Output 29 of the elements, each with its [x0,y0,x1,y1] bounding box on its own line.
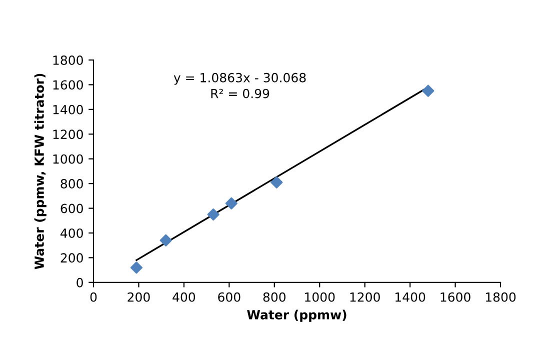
x-tick-label: 800 [263,292,286,302]
point [130,262,143,274]
point [225,197,238,210]
y-tick-label: 400 [60,228,83,238]
annotation: y = 1.0863x - 30.068 R² = 0.99 [174,72,306,98]
x-axis-title: Water (ppmw) [247,310,346,322]
y-axis-title: Water (ppmw, KFW titrator) [34,74,46,270]
point [160,234,172,246]
x-tick-label: 600 [218,292,240,302]
point [270,176,283,188]
y-tick-label: 0 [76,278,83,288]
y-tick-label: 1200 [53,130,83,140]
x-tick-label: 0 [90,292,97,302]
y-tick-label: 1400 [53,104,83,114]
point [207,208,220,221]
y-tick-label: 200 [60,253,83,263]
y-tick-label: 1000 [53,154,83,164]
y-tick-label: 600 [60,204,83,214]
x-tick-label: 1200 [350,292,380,302]
y-tick-label: 1600 [53,80,83,90]
y-tick-label: 800 [60,179,83,188]
point [422,84,434,97]
x-tick-label: 1400 [396,292,426,302]
x-tick-label: 1600 [440,292,470,302]
y-tick-label: 1800 [53,55,83,65]
x-tick-label: 400 [172,292,196,302]
x-tick-label: 1000 [305,292,335,302]
x-tick-label: 1800 [486,292,516,302]
x-tick-label: 200 [128,292,150,302]
